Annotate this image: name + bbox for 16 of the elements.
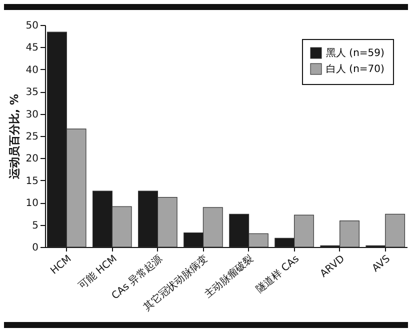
y-tick-label: 5 <box>32 220 38 232</box>
y-tick-label: 45 <box>26 42 38 54</box>
y-axis-title: 运动员百分比, % <box>8 94 21 180</box>
y-tick-label: 40 <box>26 64 38 76</box>
legend-label: 黑人 (n=59) <box>326 48 385 59</box>
y-tick-label: 0 <box>32 242 38 254</box>
y-tick-label: 25 <box>26 132 38 142</box>
x-tick-label: AVS <box>370 254 392 274</box>
y-tick-label: 35 <box>26 87 38 98</box>
y-tick-label: 10 <box>26 198 38 210</box>
legend-label: 白人 (n=70) <box>326 63 385 75</box>
x-tick-label: 隧道样 CAs <box>254 252 302 296</box>
y-tick-label: 50 <box>26 20 38 32</box>
y-tick-label: 20 <box>26 154 38 165</box>
y-tick-label: 30 <box>26 109 38 120</box>
y-tick-label: 15 <box>26 176 38 187</box>
